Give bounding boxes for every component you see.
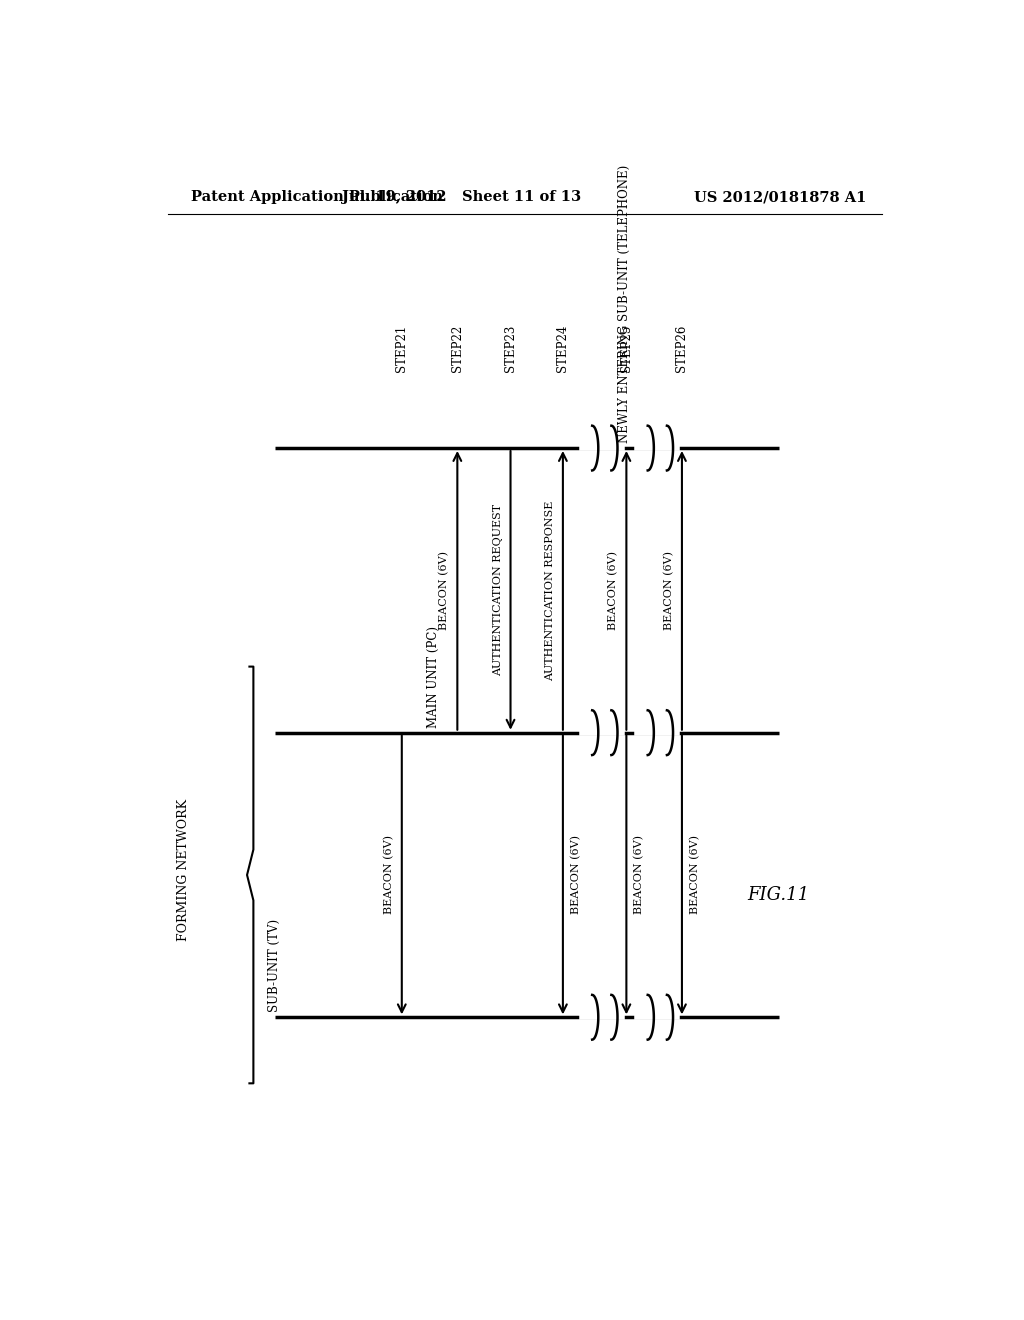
Text: STEP21: STEP21: [395, 325, 409, 372]
Text: BEACON (6V): BEACON (6V): [608, 550, 618, 630]
Text: STEP26: STEP26: [676, 325, 688, 372]
Text: BEACON (6V): BEACON (6V): [634, 836, 645, 915]
Text: BEACON (6V): BEACON (6V): [690, 836, 700, 915]
Text: AUTHENTICATION RESPONSE: AUTHENTICATION RESPONSE: [545, 500, 555, 681]
Text: NEWLY ENTERING SUB-UNIT (TELEPHONE): NEWLY ENTERING SUB-UNIT (TELEPHONE): [617, 165, 631, 444]
Text: STEP25: STEP25: [620, 325, 633, 372]
Text: FIG.11: FIG.11: [748, 886, 810, 904]
Text: BEACON (6V): BEACON (6V): [570, 836, 582, 915]
Text: STEP22: STEP22: [451, 325, 464, 372]
Text: Patent Application Publication: Patent Application Publication: [191, 190, 443, 205]
Text: AUTHENTICATION REQUEST: AUTHENTICATION REQUEST: [493, 504, 503, 676]
Text: Jul. 19, 2012   Sheet 11 of 13: Jul. 19, 2012 Sheet 11 of 13: [342, 190, 581, 205]
Text: BEACON (6V): BEACON (6V): [664, 550, 674, 630]
Text: STEP24: STEP24: [556, 325, 569, 372]
Text: US 2012/0181878 A1: US 2012/0181878 A1: [693, 190, 866, 205]
Text: SUB-UNIT (TV): SUB-UNIT (TV): [268, 919, 282, 1012]
Text: BEACON (6V): BEACON (6V): [439, 550, 450, 630]
Text: MAIN UNIT (PC): MAIN UNIT (PC): [427, 626, 440, 727]
Text: BEACON (6V): BEACON (6V): [384, 836, 394, 915]
Text: FORMING NETWORK: FORMING NETWORK: [177, 799, 190, 941]
Text: STEP23: STEP23: [504, 325, 517, 372]
